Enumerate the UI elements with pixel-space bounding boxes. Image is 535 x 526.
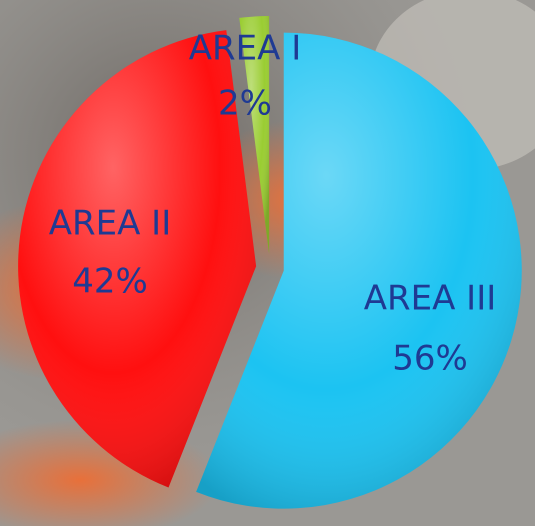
value-label: 42% xyxy=(72,262,148,302)
slice-label: AREA II xyxy=(49,204,172,244)
slice-label: AREA I xyxy=(189,29,301,69)
value-label: 2% xyxy=(218,84,272,124)
value-label: 56% xyxy=(392,339,468,379)
slice-label: AREA III xyxy=(364,279,497,319)
slice-gloss xyxy=(196,32,522,509)
slice-gloss xyxy=(239,16,270,255)
slice-gloss xyxy=(18,30,257,488)
pie: AREA I 2% AREA II 42% AREA III 56% xyxy=(18,16,522,509)
